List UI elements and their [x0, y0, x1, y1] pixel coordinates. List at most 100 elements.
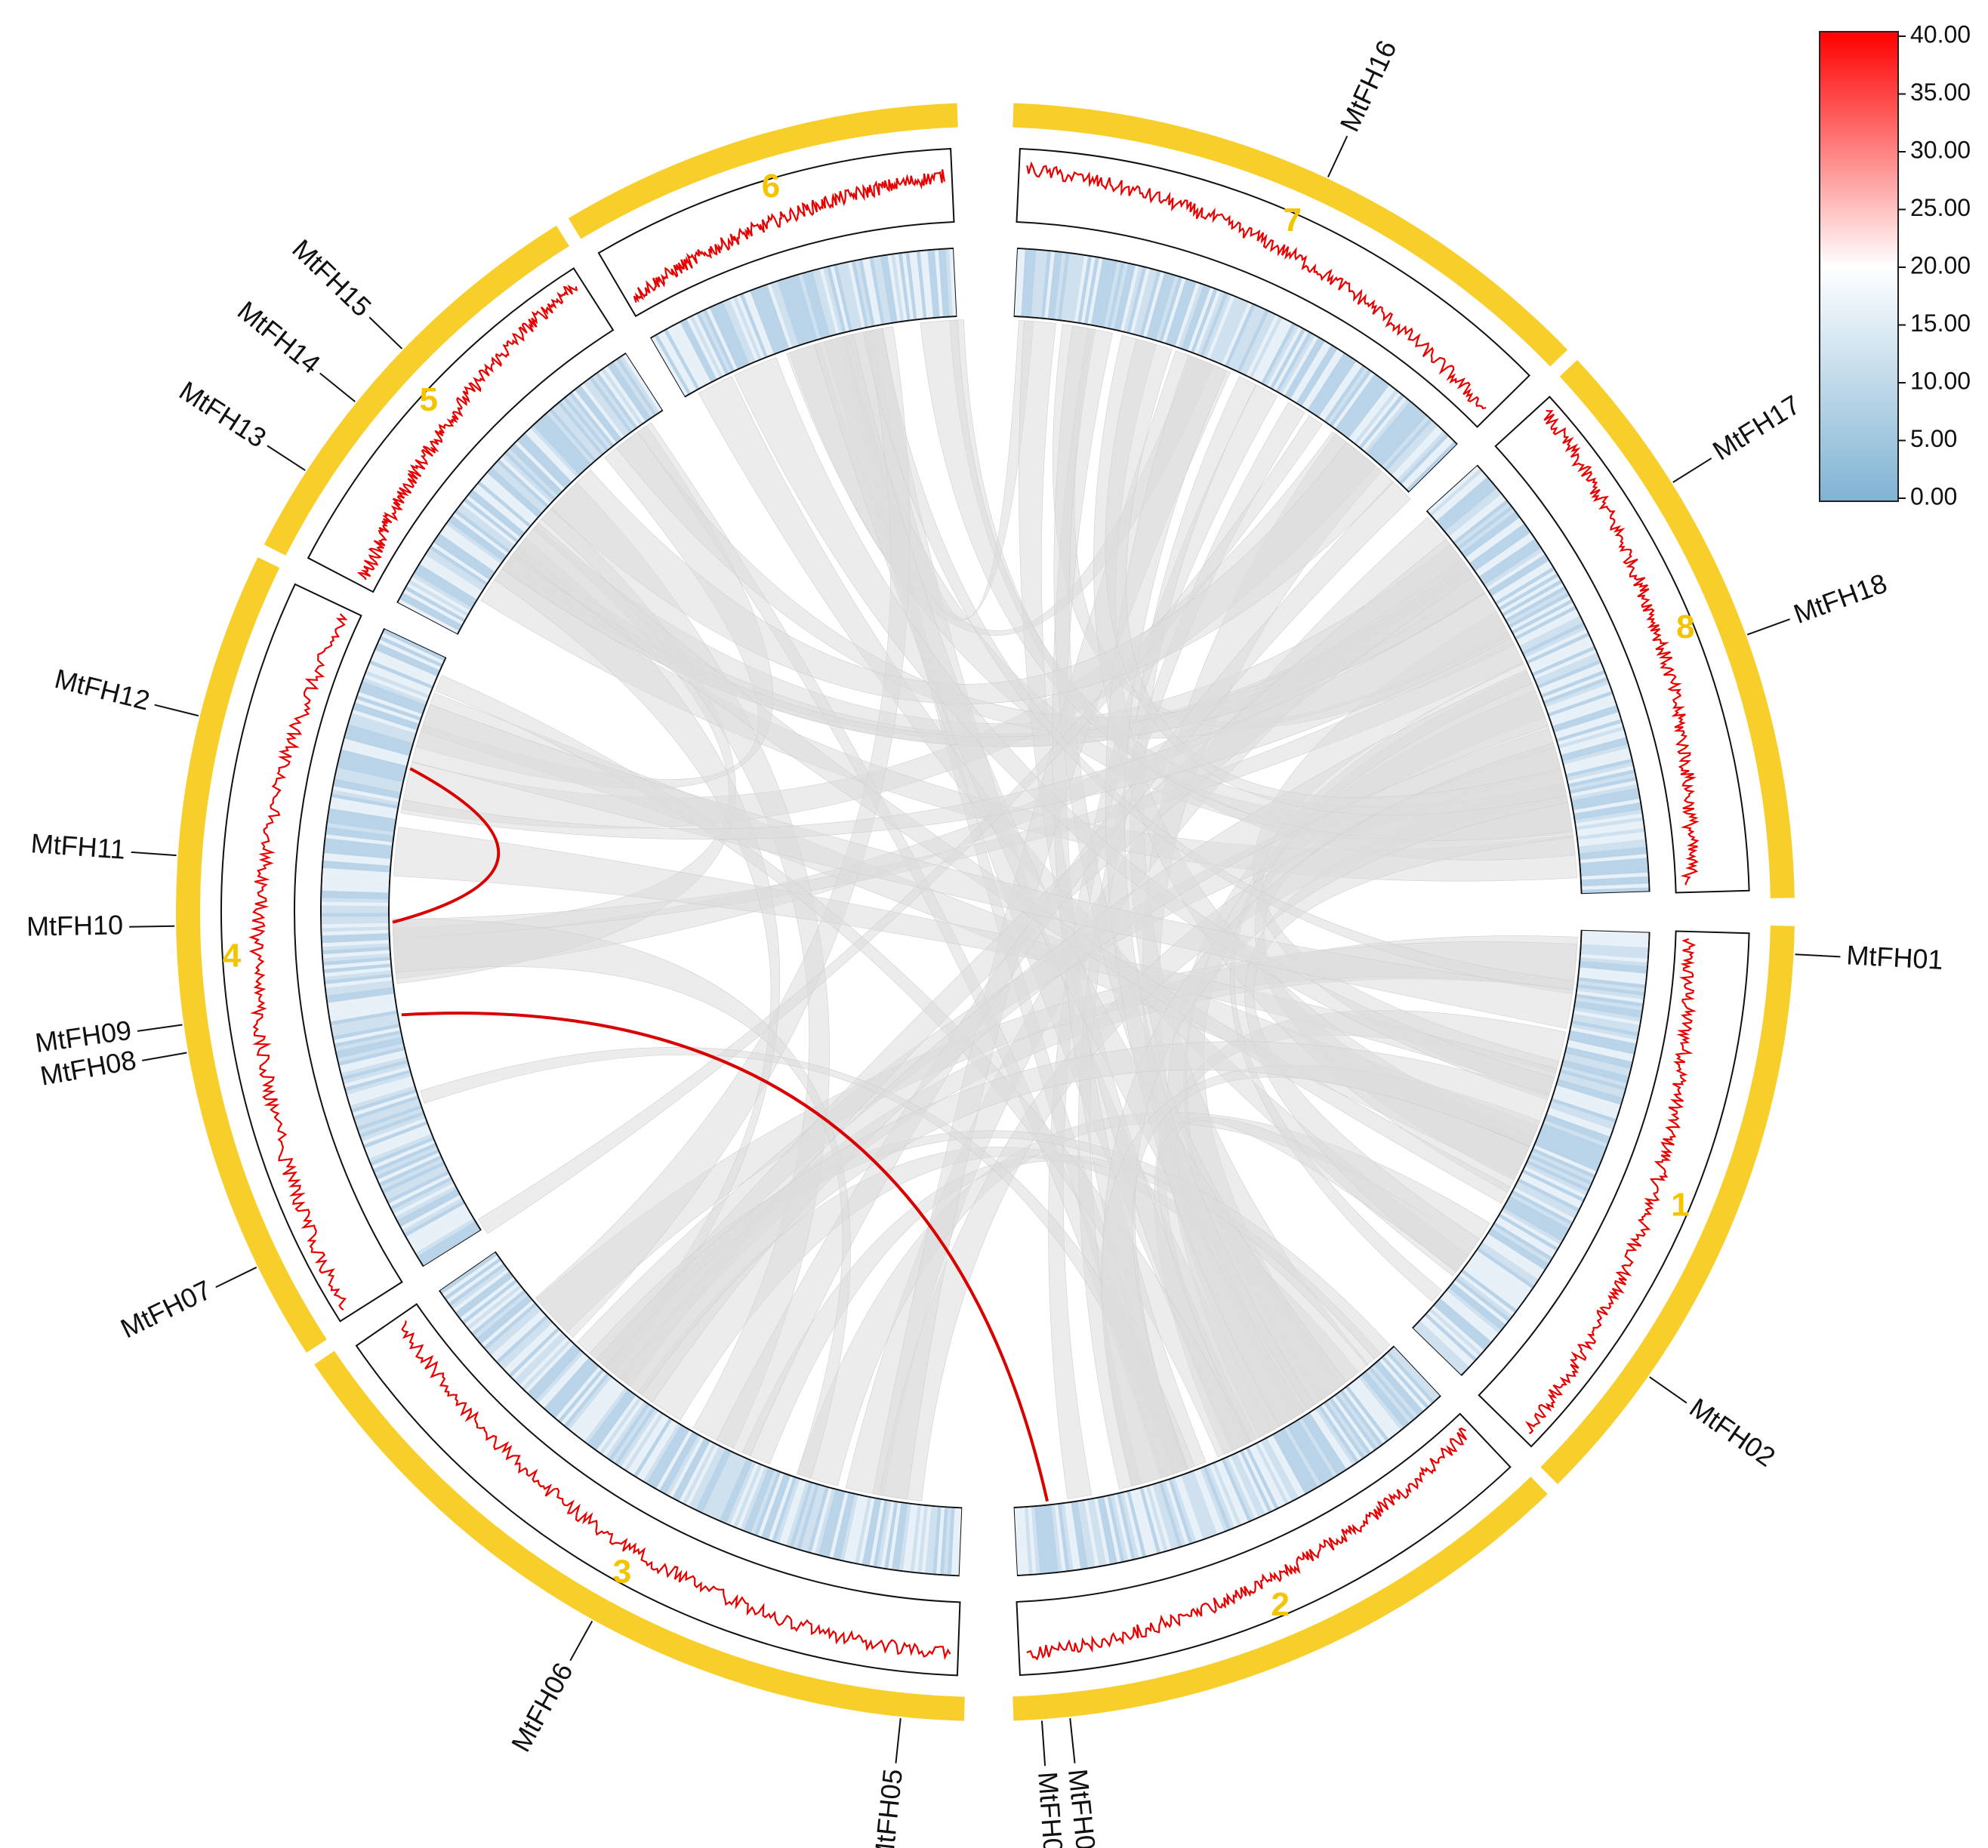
heat-cell [544, 413, 591, 466]
heat-cell [686, 1444, 720, 1506]
heat-cell [1516, 609, 1578, 643]
heat-cell [869, 1499, 885, 1566]
heat-cell [359, 688, 424, 714]
heat-cell [1290, 341, 1328, 401]
heat-cell [1558, 1076, 1624, 1098]
heat-cell [1379, 1358, 1426, 1411]
heat-cell [327, 819, 394, 833]
chromosome-1-label: 1 [1671, 1186, 1689, 1223]
heat-cell [1441, 482, 1494, 529]
heat-cell [1162, 1481, 1186, 1546]
heat-cell [1541, 1126, 1605, 1154]
heat-cell [1577, 824, 1644, 837]
heat-cell [322, 947, 390, 955]
heat-cell [1556, 1082, 1622, 1105]
chromosome-ideogram-track: 1 2 3 4 5 6 7 8 [175, 103, 1795, 1721]
heat-cell [916, 251, 927, 319]
heat-cell [356, 1102, 421, 1127]
heat-cell [481, 1300, 535, 1347]
heat-cell [333, 1024, 399, 1040]
heat-cell [1130, 1490, 1150, 1556]
heat-cell [1107, 1495, 1125, 1562]
heat-cell [616, 358, 657, 416]
heat-cell [514, 1332, 564, 1382]
heat-cell [560, 399, 606, 453]
heat-cell [393, 1183, 455, 1217]
heat-cell [1540, 1129, 1604, 1158]
heat-cell [348, 720, 414, 744]
heat-cell [530, 426, 579, 477]
heat-cell [891, 254, 905, 321]
heat-cell [1457, 506, 1513, 550]
heat-cell [1574, 1007, 1641, 1022]
heat-cell [377, 642, 439, 673]
heat-cell [945, 249, 954, 316]
heat-cell [1543, 677, 1607, 704]
heat-cell [1564, 747, 1629, 768]
heat-cell [1120, 1492, 1139, 1559]
heat-cell [346, 1073, 411, 1095]
heat-cell [747, 1469, 775, 1533]
heat-cell [362, 677, 427, 705]
heat-cell [1536, 656, 1600, 685]
heat-cell [1077, 256, 1092, 323]
chromosome-4-gc-line [248, 613, 348, 1311]
heat-cell [1467, 1261, 1524, 1304]
heat-cell [1477, 536, 1535, 577]
heat-cell [578, 1384, 622, 1439]
heat-cell [618, 1409, 658, 1467]
heat-cell [538, 418, 587, 470]
heat-cell [1353, 1379, 1398, 1435]
heat-cell [805, 272, 827, 337]
heat-cell [1064, 1503, 1077, 1570]
heat-cell [492, 464, 544, 513]
heat-cell [397, 1189, 458, 1224]
heat-cell [679, 1441, 714, 1503]
heat-cell [1104, 1496, 1121, 1563]
gene-label-MtFH06: MtFH06 [505, 1657, 579, 1757]
heat-cell [1354, 390, 1398, 445]
heat-cell [572, 390, 617, 445]
heat-cell [1569, 773, 1635, 791]
segmental-duplication-links [392, 767, 1049, 1502]
heat-cell [341, 1053, 406, 1073]
heat-cell [359, 1108, 423, 1135]
heat-cell [1582, 937, 1649, 944]
heat-cell [855, 1497, 871, 1563]
heat-cell [1440, 1295, 1494, 1342]
heat-cell [322, 901, 389, 907]
heat-cell [1504, 583, 1564, 620]
heat-cell [1447, 1288, 1501, 1333]
heat-cell [515, 441, 565, 491]
heat-cell [1581, 944, 1648, 952]
heat-cell [1558, 1079, 1623, 1101]
heat-cell [1540, 667, 1604, 695]
heat-cell [1172, 282, 1197, 346]
heat-cell [1483, 545, 1541, 585]
heat-cell [325, 842, 392, 852]
heat-cell [1228, 1456, 1259, 1519]
heat-cell [1580, 957, 1647, 966]
heat-cell [367, 667, 430, 695]
heat-cell [340, 753, 405, 773]
heat-cell [1299, 347, 1338, 406]
gene-tick-MtFH12 [154, 704, 199, 717]
heat-cell [1310, 355, 1350, 413]
heat-cell [581, 383, 624, 439]
heat-cell [1184, 1474, 1210, 1538]
heat-cell [1574, 1003, 1641, 1018]
heat-cell [1058, 253, 1070, 320]
heat-cell [323, 953, 390, 962]
heat-cell [1512, 599, 1573, 634]
scale-tick-label: 25.00 [1910, 194, 1971, 221]
heat-cell [858, 260, 875, 326]
heat-cell [1442, 1293, 1496, 1339]
heat-cell [743, 292, 771, 356]
heat-cell [1550, 698, 1615, 723]
heat-cell [1222, 303, 1253, 365]
heat-cell [723, 300, 753, 364]
heat-cell [414, 570, 473, 608]
heat-cell [873, 257, 888, 324]
heat-cell [381, 1158, 443, 1190]
heat-cell [837, 1493, 855, 1560]
